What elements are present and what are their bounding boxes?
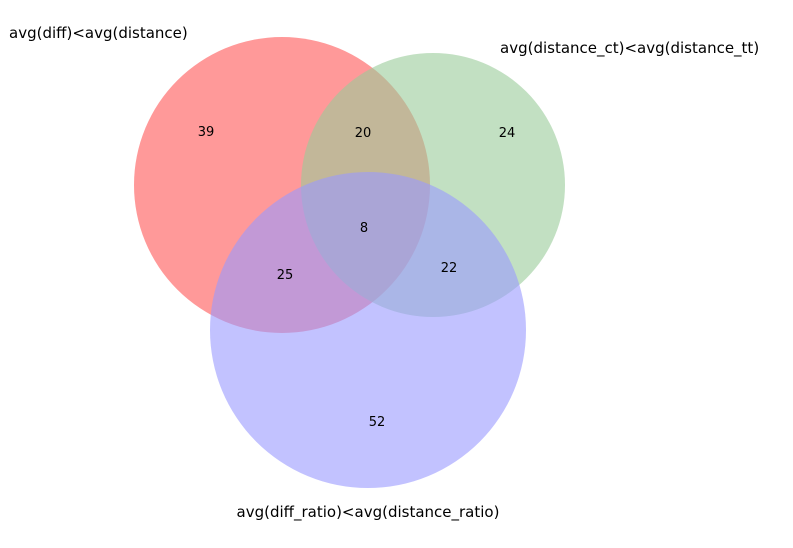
region-value-b-and-c: 22 xyxy=(441,261,458,276)
region-value-a-and-b: 20 xyxy=(355,126,372,141)
region-value-only-c: 52 xyxy=(369,415,386,430)
region-value-only-b: 24 xyxy=(499,126,516,141)
region-values: 39 20 24 8 25 22 52 xyxy=(198,125,516,430)
set-label-b: avg(distance_ct)<avg(distance_tt) xyxy=(500,39,759,58)
region-value-only-a: 39 xyxy=(198,125,215,140)
set-label-c: avg(diff_ratio)<avg(distance_ratio) xyxy=(237,503,500,522)
circle-set-c xyxy=(210,172,526,488)
set-label-a: avg(diff)<avg(distance) xyxy=(9,24,188,42)
region-value-a-and-c: 25 xyxy=(277,268,294,283)
set-labels: avg(diff)<avg(distance) avg(distance_ct)… xyxy=(9,24,759,522)
region-value-a-b-c: 8 xyxy=(360,221,368,236)
set-circles xyxy=(134,37,565,488)
